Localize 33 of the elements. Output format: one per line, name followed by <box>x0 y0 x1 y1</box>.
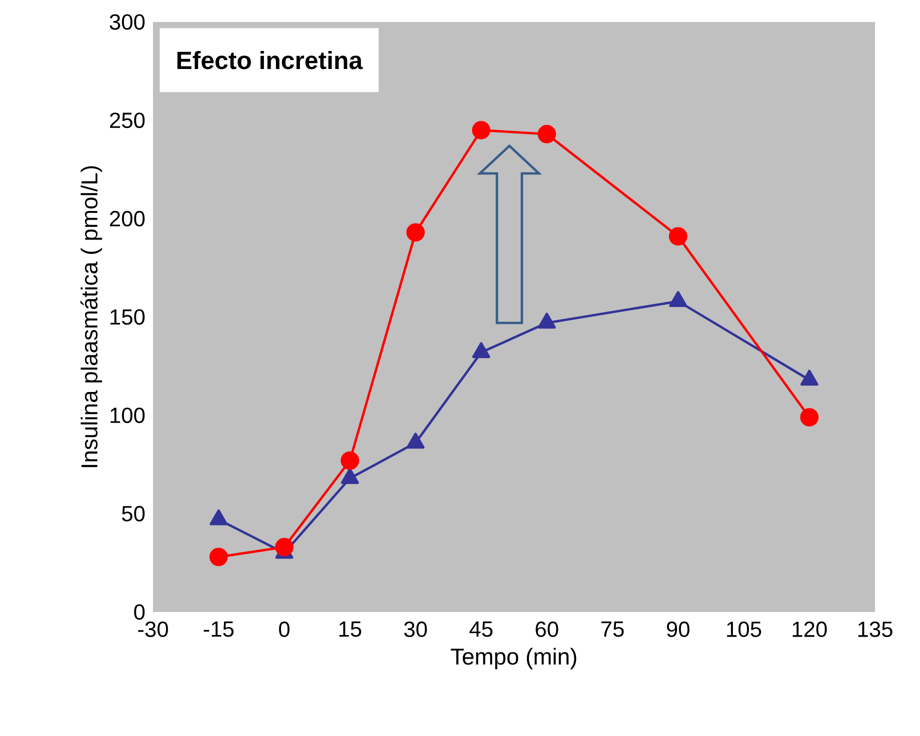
y-tick-label: 200 <box>110 210 145 226</box>
point <box>340 468 359 484</box>
point <box>800 370 818 386</box>
y-tick-label: 250 <box>110 112 145 128</box>
y-tick-label: 0 <box>134 604 145 620</box>
x-tick-label: 0 <box>279 622 290 638</box>
x-tick-label: 75 <box>601 622 624 637</box>
point <box>668 227 688 246</box>
point <box>669 291 688 307</box>
x-axis-title: Tempo (min) <box>450 648 576 670</box>
x-tick-label: 135 <box>858 622 892 638</box>
x-tick-label: 30 <box>404 622 427 638</box>
point <box>210 509 228 526</box>
annotation: Efecto incretina <box>177 50 363 70</box>
y-tick-label: 100 <box>110 408 145 424</box>
x-tick-label: 15 <box>339 622 362 637</box>
x-tick-label: 120 <box>792 622 827 638</box>
x-tick-label: 90 <box>666 622 690 638</box>
y-axis-title: Insulina plaasmática ( pmol/L) <box>80 166 102 468</box>
x-tick-label: -30 <box>138 622 168 638</box>
x-tick-label: -15 <box>204 622 234 637</box>
point <box>406 432 425 449</box>
point <box>472 120 490 140</box>
point <box>538 312 556 329</box>
y-tick-label: 150 <box>110 309 145 325</box>
y-tick-label: 50 <box>122 506 145 522</box>
y-tick-label: 300 <box>110 14 145 30</box>
x-tick-label: 45 <box>469 622 492 637</box>
point <box>538 124 556 144</box>
x-tick-label: 60 <box>536 622 558 638</box>
point <box>406 223 425 242</box>
point <box>472 342 490 358</box>
x-tick-label: 105 <box>727 622 762 638</box>
